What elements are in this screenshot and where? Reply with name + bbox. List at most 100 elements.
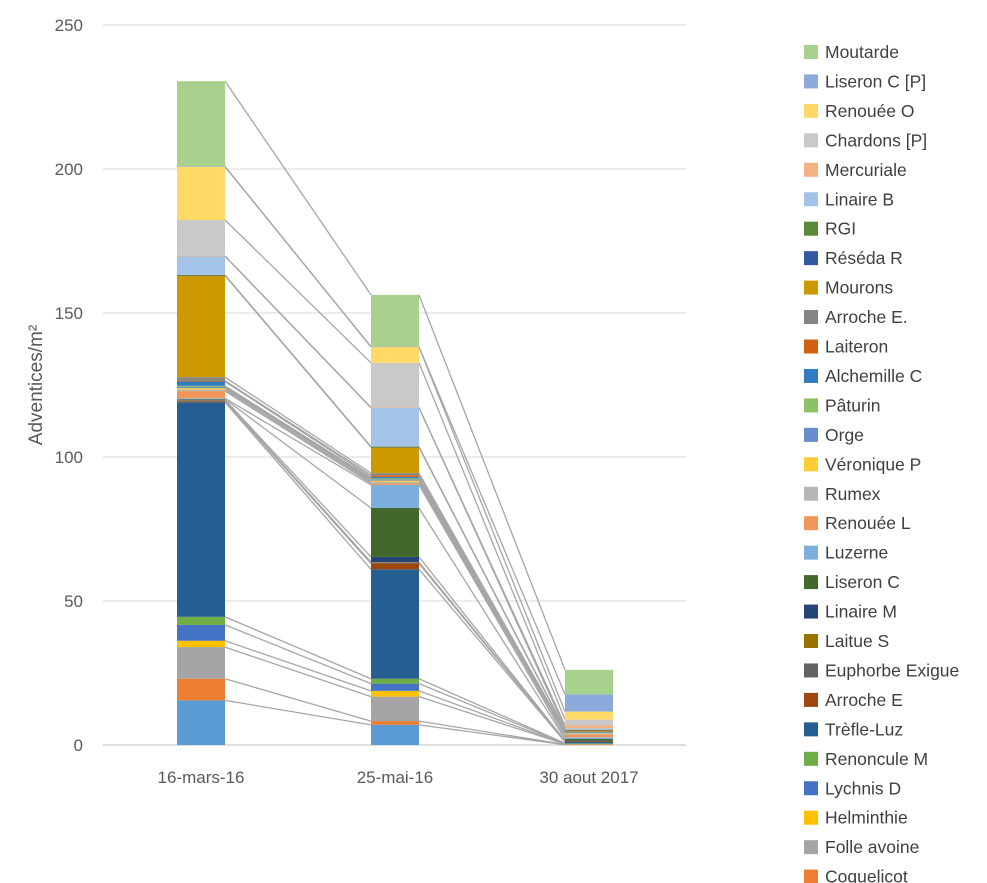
y-tick-label: 250 <box>55 16 83 35</box>
bar-segment <box>371 446 419 448</box>
legend-swatch <box>804 74 818 89</box>
legend-item: Laitue S <box>804 631 889 651</box>
legend-item: Linaire B <box>804 189 894 209</box>
series-line <box>224 380 372 478</box>
legend-label: Alchemille C <box>825 366 922 386</box>
bar-segment <box>565 725 613 729</box>
legend-swatch <box>804 368 818 383</box>
series-line <box>418 678 566 744</box>
series-line <box>418 294 566 671</box>
bar-segment <box>371 483 419 485</box>
bar-segment <box>565 731 613 732</box>
bar-segment <box>177 389 225 392</box>
bar-segment <box>565 730 613 732</box>
series-line <box>224 387 372 482</box>
legend-item: Véronique P <box>804 454 921 474</box>
series-line <box>224 640 372 692</box>
bar-segment <box>371 475 419 477</box>
legend-label: Linaire M <box>825 602 897 622</box>
bar-segment <box>371 446 419 448</box>
bar-segment <box>177 81 225 167</box>
legend-label: Orge <box>825 425 864 445</box>
legend-label: Luzerne <box>825 543 888 563</box>
bar-segment <box>371 562 419 564</box>
legend-swatch <box>804 280 818 295</box>
bar-segment <box>177 219 225 256</box>
bar-segment <box>371 721 419 725</box>
series-line <box>224 401 372 570</box>
bar-segment <box>177 624 225 641</box>
series-line <box>418 561 566 742</box>
legend-swatch <box>804 781 818 796</box>
bar-segment <box>371 482 419 484</box>
legend-item: RGI <box>804 219 856 239</box>
series-line <box>418 407 566 726</box>
bar-segment <box>177 385 225 388</box>
legend-item: Chardons [P] <box>804 130 927 150</box>
bar-segment <box>371 690 419 697</box>
bar-segment <box>371 507 419 557</box>
legend-label: Laitue S <box>825 631 889 651</box>
series-line <box>418 556 566 742</box>
legend-swatch <box>804 133 818 148</box>
series-line <box>224 398 372 509</box>
series-line <box>418 568 566 743</box>
series-line <box>224 624 372 685</box>
bar-segment <box>177 402 225 617</box>
bar-segment <box>565 738 613 741</box>
legend-item: Folle avoine <box>804 837 919 857</box>
series-line <box>224 380 372 476</box>
bar-segment <box>371 479 419 481</box>
legend-item: Linaire M <box>804 602 897 622</box>
y-tick-label: 50 <box>64 592 83 611</box>
bar-segment <box>565 694 613 712</box>
series-line <box>224 699 372 726</box>
legend: Moutarde Liseron C [P] Renouée O Chardons [… <box>804 42 959 883</box>
legend-item: Coquelicot <box>804 867 908 883</box>
legend-item: Arroche E <box>804 690 903 710</box>
legend-label: Liseron C [P] <box>825 71 926 91</box>
series-line <box>224 376 372 474</box>
series-line <box>224 255 372 408</box>
bar-segment <box>371 563 419 570</box>
legend-label: Renouée L <box>825 513 911 533</box>
series-line <box>224 165 372 348</box>
bar-segment <box>565 743 613 745</box>
bar-segment <box>177 275 225 378</box>
bar-segment <box>565 728 613 730</box>
legend-swatch <box>804 722 818 737</box>
series-line <box>418 346 566 712</box>
legend-swatch <box>804 486 818 501</box>
series-line <box>224 678 372 722</box>
bar-segment <box>177 400 225 402</box>
legend-label: Rumex <box>825 484 881 504</box>
legend-item: Rumex <box>804 484 881 504</box>
bar-segment <box>177 377 225 381</box>
series-line <box>224 399 372 558</box>
bar-segment <box>177 166 225 167</box>
bar-segment <box>371 484 419 508</box>
legend-label: Pâturin <box>825 395 880 415</box>
series-line <box>418 346 566 695</box>
bar-segment <box>177 391 225 399</box>
bar-segment <box>371 476 419 479</box>
bar-segment <box>565 731 613 733</box>
legend-label: Coquelicot <box>825 867 908 883</box>
bar-segment <box>177 640 225 648</box>
legend-swatch <box>804 604 818 619</box>
series-line <box>418 362 566 720</box>
legend-label: Liseron C <box>825 572 900 592</box>
series-line <box>224 390 372 485</box>
bar-segment <box>177 388 225 390</box>
bar-segment <box>177 399 225 400</box>
bar-segment <box>177 678 225 701</box>
bar-segment <box>177 387 225 389</box>
bar-segment <box>177 380 225 382</box>
bar-segment <box>371 480 419 483</box>
bar-segment <box>177 400 225 401</box>
legend-label: Véronique P <box>825 454 921 474</box>
legend-swatch <box>804 251 818 266</box>
legend-label: Mercuriale <box>825 160 907 180</box>
series-line <box>418 724 566 746</box>
